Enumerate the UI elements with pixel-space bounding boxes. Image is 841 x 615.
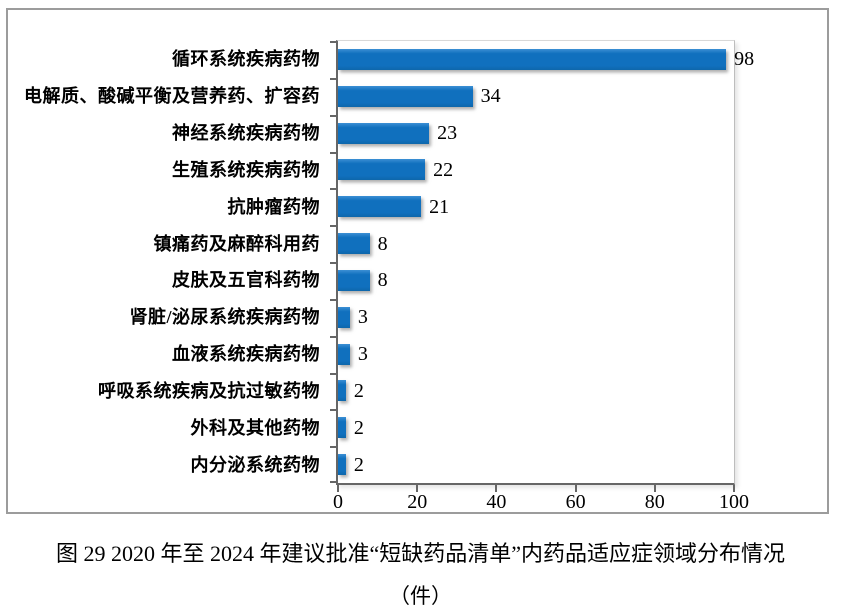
category-label: 神经系统疾病药物 <box>172 123 320 144</box>
value-label: 3 <box>357 306 368 329</box>
y-axis-tick <box>330 262 336 264</box>
x-axis-tick-label: 80 <box>644 491 665 513</box>
x-axis-tick <box>416 485 419 492</box>
y-axis-tick <box>330 481 336 483</box>
bar-row: 3 <box>338 336 734 373</box>
bar-row: 3 <box>338 299 734 336</box>
bar-row: 2 <box>338 373 734 410</box>
category-label: 呼吸系统疾病及抗过敏药物 <box>98 380 320 401</box>
x-axis-tick-label: 20 <box>407 491 428 513</box>
bar <box>338 122 430 144</box>
y-axis-tick <box>330 77 336 80</box>
bar <box>338 196 422 218</box>
value-label: 2 <box>353 453 364 476</box>
category-label: 电解质、酸碱平衡及营养药、扩容药 <box>24 86 320 107</box>
category-label: 镇痛药及麻醉科用药 <box>153 233 320 254</box>
category-label: 抗肿瘤药物 <box>227 196 320 217</box>
y-axis-tick <box>330 188 336 191</box>
x-axis-tick-label: 40 <box>486 491 507 513</box>
y-axis-tick <box>330 114 336 117</box>
bar <box>338 343 350 365</box>
value-label: 8 <box>377 269 388 292</box>
x-axis-tick <box>653 485 656 492</box>
category-label: 血液系统疾病药物 <box>172 344 320 365</box>
y-axis-tick <box>330 151 336 154</box>
value-label: 2 <box>353 379 364 402</box>
y-axis-tick <box>330 225 336 228</box>
x-axis-tick <box>337 485 339 492</box>
bar-row: 21 <box>338 188 734 225</box>
x-axis-tick <box>574 485 577 492</box>
bar <box>338 159 426 181</box>
value-label: 98 <box>734 48 755 71</box>
bar <box>338 48 727 70</box>
y-axis-tick <box>330 298 336 301</box>
value-label: 3 <box>357 343 368 366</box>
value-label: 21 <box>429 195 450 218</box>
y-axis-tick <box>330 446 336 449</box>
figure-caption: 图 29 2020 年至 2024 年建议批准“短缺药品清单”内药品适应症领域分… <box>0 541 841 610</box>
bar <box>338 454 346 476</box>
chart-frame: 循环系统疾病药物电解质、酸碱平衡及营养药、扩容药神经系统疾病药物 生殖系统疾病药物… <box>6 8 829 514</box>
bar-row: 34 <box>338 78 734 115</box>
bar-row: 98 <box>338 41 754 78</box>
bar-row: 8 <box>338 225 734 262</box>
y-axis-tick <box>330 335 336 338</box>
value-label: 2 <box>353 416 364 439</box>
category-label: 内分泌系统药物 <box>190 454 320 475</box>
x-axis-tick <box>495 485 498 492</box>
bar-row: 8 <box>338 262 734 299</box>
x-axis-tick-label: 0 <box>333 491 343 513</box>
bar <box>338 233 370 255</box>
bar-row: 2 <box>338 409 734 446</box>
bar <box>338 417 346 439</box>
y-axis-tick <box>330 372 336 375</box>
bar-row: 2 <box>338 446 734 483</box>
bar <box>338 269 370 291</box>
value-label: 34 <box>480 85 501 108</box>
value-label: 22 <box>433 158 454 181</box>
category-axis-labels: 循环系统疾病药物电解质、酸碱平衡及营养药、扩容药神经系统疾病药物 生殖系统疾病药物… <box>8 40 328 482</box>
x-axis-tick-label: 100 <box>719 491 749 513</box>
value-label: 23 <box>437 122 458 145</box>
plot-area: 98 34 23 22 21 8 8 3 3 2 2 2 0 20 40 60 80 100 <box>330 40 754 512</box>
bar <box>338 306 350 328</box>
x-axis-tick-label: 60 <box>565 491 586 513</box>
bar <box>338 380 346 402</box>
y-axis-tick <box>330 41 336 43</box>
category-label: 肾脏/泌尿系统疾病药物 <box>129 307 320 328</box>
category-label: 皮肤及五官科药物 <box>172 270 320 291</box>
bar-row: 23 <box>338 115 734 152</box>
category-label: 循环系统疾病药物 <box>172 49 320 70</box>
caption-title: 图 29 2020 年至 2024 年建议批准“短缺药品清单”内药品适应症领域分… <box>55 541 786 566</box>
bar <box>338 85 473 107</box>
caption-unit: （件） <box>389 584 452 609</box>
x-axis-tick <box>733 485 735 492</box>
y-axis-tick <box>330 409 336 412</box>
bar-row: 22 <box>338 152 734 189</box>
value-label: 8 <box>377 232 388 255</box>
category-label: 外科及其他药物 <box>190 417 320 438</box>
category-label: 生殖系统疾病药物 <box>172 159 320 180</box>
